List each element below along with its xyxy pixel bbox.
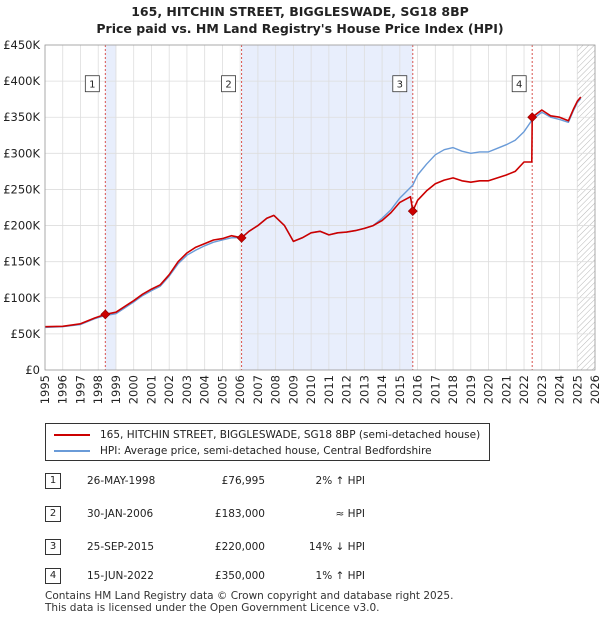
y-tick-label: £350K xyxy=(3,110,40,124)
x-tick-label: 2022 xyxy=(517,375,531,404)
footer-copyright: Contains HM Land Registry data © Crown c… xyxy=(45,590,454,602)
x-tick-label: 2019 xyxy=(464,375,478,404)
x-tick-label: 2001 xyxy=(144,375,158,404)
transaction-price: £350,000 xyxy=(214,570,265,582)
chart-title: 165, HITCHIN STREET, BIGGLESWADE, SG18 8… xyxy=(131,4,469,19)
x-tick-label: 1997 xyxy=(73,375,87,404)
transaction-hpi-compare: ≈ HPI xyxy=(335,508,365,520)
sale-label-box xyxy=(392,75,408,93)
sale-point xyxy=(527,112,538,123)
sale-label-text: 2 xyxy=(225,80,231,91)
transaction-date: 30-JAN-2006 xyxy=(87,508,154,520)
y-tick-label: £250K xyxy=(3,182,40,196)
transaction-hpi-compare: 14% ↓ HPI xyxy=(308,541,365,553)
legend: 165, HITCHIN STREET, BIGGLESWADE, SG18 8… xyxy=(45,423,490,461)
y-tick-label: £300K xyxy=(3,146,40,160)
sale-label-box xyxy=(511,75,527,93)
x-tick-label: 2012 xyxy=(340,375,354,404)
table-row: 2 30-JAN-2006 £183,000 ≈ HPI xyxy=(45,506,405,524)
table-row: 4 15-JUN-2022 £350,000 1% ↑ HPI xyxy=(45,568,405,586)
table-row: 3 25-SEP-2015 £220,000 14% ↓ HPI xyxy=(45,539,405,557)
x-tick-label: 2010 xyxy=(304,375,318,404)
sale-point xyxy=(100,309,111,320)
table-row: 1 26-MAY-1998 £76,995 2% ↑ HPI xyxy=(45,473,405,491)
x-tick-label: 2011 xyxy=(322,375,336,404)
x-tick-label: 2003 xyxy=(180,375,194,404)
x-tick-label: 1999 xyxy=(109,375,123,404)
sale-label-text: 1 xyxy=(89,80,95,91)
legend-item-price: 165, HITCHIN STREET, BIGGLESWADE, SG18 8… xyxy=(54,427,480,443)
forecast-hatch xyxy=(577,45,595,370)
legend-swatch-hpi xyxy=(54,450,90,452)
footer-licence: This data is licensed under the Open Gov… xyxy=(45,602,380,614)
x-tick-label: 1995 xyxy=(38,375,52,404)
y-tick-label: £400K xyxy=(3,74,40,88)
sale-label-text: 3 xyxy=(397,80,403,91)
price-paid-line xyxy=(44,96,582,328)
y-tick-label: £0 xyxy=(25,363,40,377)
transaction-hpi-compare: 1% ↑ HPI xyxy=(315,570,365,582)
legend-swatch-price xyxy=(54,434,90,436)
x-tick-label: 2016 xyxy=(411,375,425,404)
x-tick-label: 2014 xyxy=(375,375,389,404)
x-tick-label: 2006 xyxy=(233,375,247,404)
legend-label-price: 165, HITCHIN STREET, BIGGLESWADE, SG18 8… xyxy=(100,429,481,441)
chart-subtitle: Price paid vs. HM Land Registry's House … xyxy=(96,21,504,36)
y-tick-label: £50K xyxy=(11,327,41,341)
x-tick-label: 2017 xyxy=(428,375,442,404)
x-tick-label: 1998 xyxy=(91,375,105,404)
legend-label-hpi: HPI: Average price, semi-detached house,… xyxy=(100,445,432,457)
x-tick-label: 2023 xyxy=(535,375,549,404)
transaction-date: 26-MAY-1998 xyxy=(87,475,156,487)
sale-point xyxy=(407,206,418,217)
transaction-number-badge: 2 xyxy=(45,506,61,522)
transaction-price: £183,000 xyxy=(214,508,265,520)
x-tick-label: 2015 xyxy=(393,375,407,404)
transaction-price: £76,995 xyxy=(221,475,265,487)
shaded-period xyxy=(241,45,413,370)
x-tick-label: 2008 xyxy=(269,375,283,404)
x-tick-label: 2020 xyxy=(482,375,496,404)
price-chart: 1 2 3 4 £0 £50K £100K £150K £200K £250K £300K £350… xyxy=(3,38,600,404)
x-tick-label: 2024 xyxy=(553,375,567,404)
y-tick-label: £150K xyxy=(3,255,40,269)
y-tick-label: £450K xyxy=(3,38,40,52)
y-tick-label: £100K xyxy=(3,291,40,305)
x-tick-label: 2009 xyxy=(286,375,300,404)
x-tick-label: 2018 xyxy=(446,375,460,404)
x-tick-label: 2026 xyxy=(588,375,600,404)
y-tick-label: £200K xyxy=(3,219,40,233)
plot-area xyxy=(44,44,596,371)
transaction-number-badge: 1 xyxy=(45,473,61,489)
sale-label-text: 4 xyxy=(516,80,522,91)
x-tick-label: 2000 xyxy=(127,375,141,404)
sale-label-box xyxy=(221,75,236,93)
transaction-number-badge: 3 xyxy=(45,539,61,555)
sale-label-box xyxy=(84,75,100,93)
transaction-price: £220,000 xyxy=(214,541,265,553)
transaction-number-badge: 4 xyxy=(45,568,61,584)
transaction-date: 15-JUN-2022 xyxy=(87,570,154,582)
x-tick-label: 2004 xyxy=(198,375,212,404)
x-tick-label: 2025 xyxy=(570,375,584,404)
legend-item-hpi: HPI: Average price, semi-detached house,… xyxy=(54,443,432,459)
sale-point xyxy=(236,232,247,243)
x-tick-label: 1996 xyxy=(56,375,70,404)
x-tick-label: 2002 xyxy=(162,375,176,404)
transaction-date: 25-SEP-2015 xyxy=(87,541,155,553)
x-tick-label: 2021 xyxy=(499,375,513,404)
x-tick-label: 2007 xyxy=(251,375,265,404)
footer-note: Contains HM Land Registry data © Crown c… xyxy=(45,590,453,614)
transaction-hpi-compare: 2% ↑ HPI xyxy=(315,475,365,487)
x-tick-label: 2013 xyxy=(357,375,371,404)
shaded-period xyxy=(105,45,116,370)
x-tick-label: 2005 xyxy=(215,375,229,404)
